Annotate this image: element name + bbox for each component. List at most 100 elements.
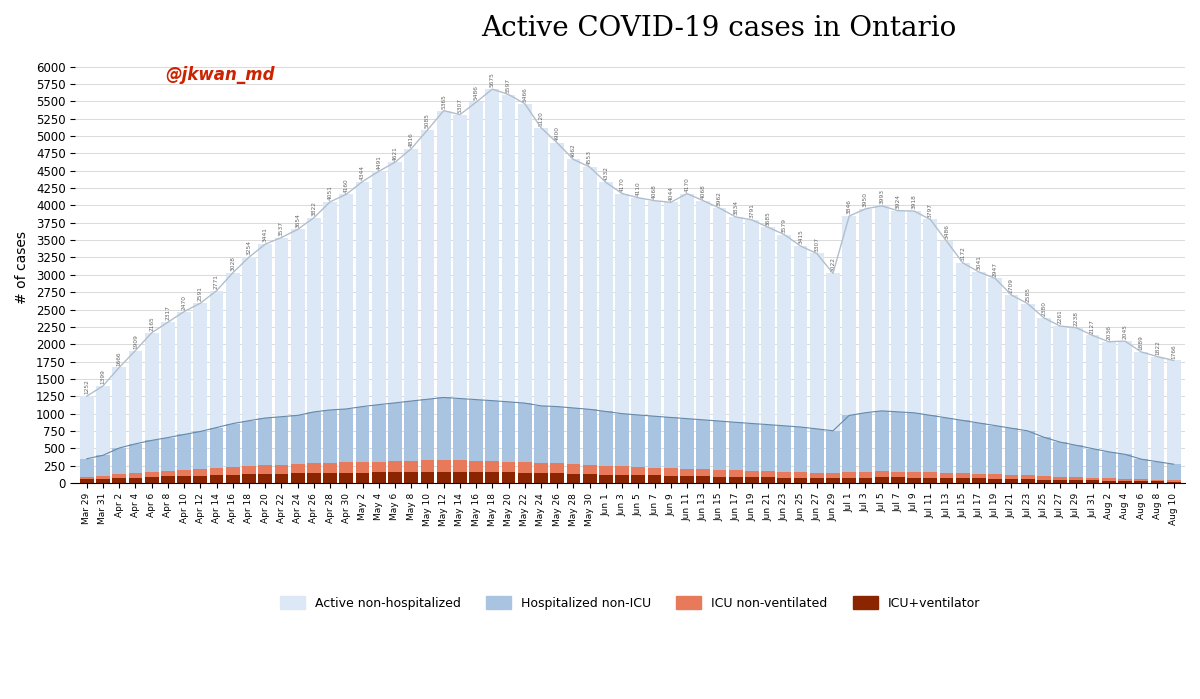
Bar	[696, 201, 710, 420]
Bar	[355, 473, 370, 483]
Text: 4110: 4110	[636, 181, 641, 196]
Bar	[226, 475, 240, 483]
Bar	[1151, 356, 1164, 461]
Bar	[1004, 475, 1019, 479]
Bar	[680, 468, 694, 476]
Bar	[1021, 480, 1034, 483]
Text: 3797: 3797	[928, 203, 932, 218]
Bar	[713, 477, 726, 483]
Text: 2380: 2380	[1042, 301, 1046, 316]
Bar	[648, 475, 661, 483]
Bar	[404, 461, 418, 472]
Bar	[210, 291, 223, 428]
Bar	[907, 413, 920, 472]
Bar	[113, 448, 126, 475]
Bar	[178, 470, 191, 476]
Bar	[826, 431, 840, 473]
Text: 1666: 1666	[116, 351, 121, 366]
Text: 2947: 2947	[992, 261, 997, 277]
Text: 2165: 2165	[149, 316, 154, 331]
Text: 5085: 5085	[425, 113, 430, 129]
Bar	[128, 350, 143, 444]
Bar	[275, 465, 288, 474]
Bar	[340, 462, 353, 473]
Text: 3834: 3834	[733, 200, 738, 215]
Bar	[1134, 481, 1148, 483]
Bar	[924, 473, 937, 478]
Text: 4553: 4553	[587, 150, 592, 165]
Bar	[583, 474, 596, 483]
Bar	[534, 473, 548, 483]
Text: 1889: 1889	[1139, 336, 1144, 350]
Bar	[420, 130, 434, 399]
Bar	[566, 159, 581, 408]
Bar	[842, 473, 856, 478]
Bar	[404, 472, 418, 483]
Bar	[858, 472, 872, 477]
Bar	[599, 475, 613, 483]
Bar	[1037, 476, 1051, 480]
Bar	[972, 474, 986, 478]
Bar	[890, 472, 905, 477]
Bar	[388, 162, 402, 403]
Bar	[616, 194, 629, 414]
Bar	[793, 478, 808, 483]
Text: 3791: 3791	[749, 203, 755, 218]
Bar	[404, 149, 418, 401]
Bar	[469, 461, 482, 472]
Text: 3022: 3022	[830, 257, 835, 271]
Text: 4044: 4044	[668, 186, 673, 201]
Bar	[1069, 445, 1084, 477]
Bar	[1054, 326, 1067, 442]
Bar	[161, 322, 175, 438]
Text: 2591: 2591	[198, 287, 203, 301]
Bar	[452, 472, 467, 483]
Bar	[989, 426, 1002, 474]
Bar	[583, 465, 596, 474]
Bar	[566, 474, 581, 483]
Bar	[956, 263, 970, 421]
Bar	[145, 440, 158, 472]
Bar	[307, 218, 320, 412]
Bar	[355, 407, 370, 462]
Bar	[551, 473, 564, 483]
Bar	[761, 477, 775, 483]
Bar	[551, 407, 564, 463]
Bar	[210, 475, 223, 483]
Bar	[340, 473, 353, 483]
Bar	[1118, 454, 1132, 479]
Bar	[1021, 475, 1034, 480]
Bar	[875, 411, 888, 471]
Bar	[1151, 461, 1164, 480]
Bar	[924, 415, 937, 473]
Bar	[486, 89, 499, 401]
Text: @jkwan_md: @jkwan_md	[164, 66, 275, 84]
Bar	[1021, 431, 1034, 475]
Text: 3415: 3415	[798, 229, 803, 244]
Text: 3028: 3028	[230, 256, 235, 271]
Text: 4816: 4816	[409, 132, 414, 147]
Bar	[258, 244, 272, 418]
Bar	[388, 461, 402, 472]
Title: Active COVID-19 cases in Ontario: Active COVID-19 cases in Ontario	[481, 15, 956, 42]
Bar	[907, 477, 920, 483]
Text: 4068: 4068	[652, 184, 658, 199]
Bar	[940, 241, 954, 418]
Bar	[907, 211, 920, 413]
Text: 3924: 3924	[895, 194, 900, 209]
Bar	[355, 462, 370, 473]
Bar	[1069, 480, 1084, 483]
Bar	[128, 473, 143, 477]
Bar	[696, 469, 710, 476]
Bar	[486, 461, 499, 472]
Bar	[275, 474, 288, 483]
Bar	[551, 463, 564, 473]
Bar	[890, 477, 905, 483]
Bar	[1037, 480, 1051, 483]
Text: 2238: 2238	[1074, 311, 1079, 326]
Bar	[940, 473, 954, 478]
Bar	[80, 477, 94, 480]
Bar	[956, 421, 970, 473]
Bar	[242, 474, 256, 483]
Bar	[664, 417, 678, 468]
